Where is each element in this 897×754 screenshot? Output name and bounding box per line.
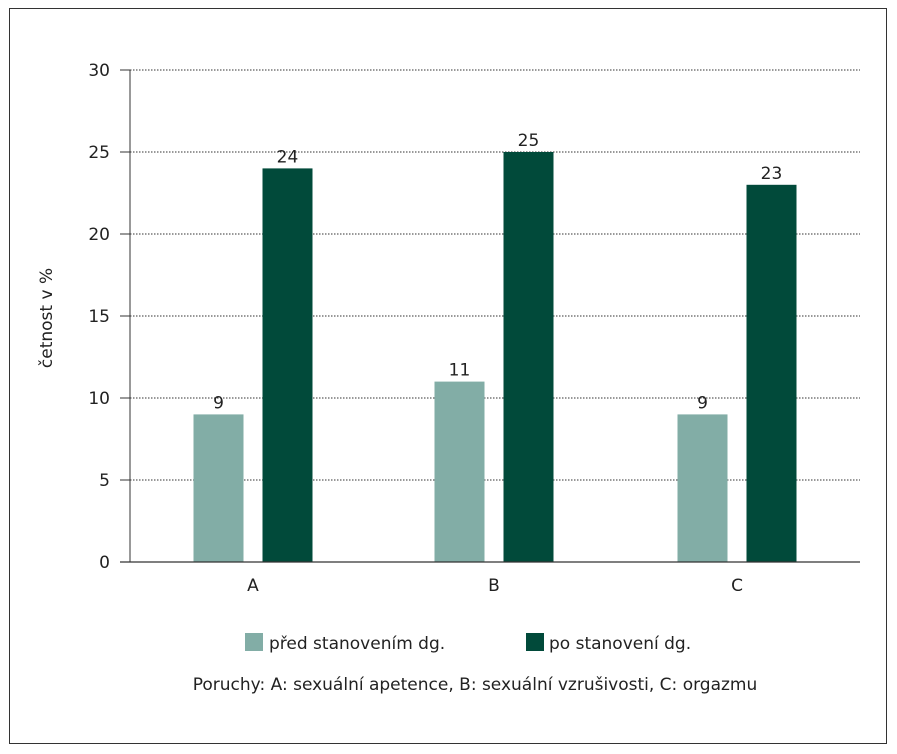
y-tick-label: 25 xyxy=(88,143,110,163)
legend: před stanovením dg. po stanovení dg. xyxy=(245,633,691,654)
data-label: 11 xyxy=(449,361,471,381)
chart-frame xyxy=(9,8,887,744)
data-label: 25 xyxy=(518,131,540,151)
x-tick-label: C xyxy=(731,576,743,596)
data-label: 23 xyxy=(761,164,783,184)
legend-swatch xyxy=(245,633,263,651)
y-tick-label: 5 xyxy=(99,471,110,491)
y-tick-label: 15 xyxy=(88,307,110,327)
bar xyxy=(503,152,554,562)
x-tick-label: B xyxy=(488,576,500,596)
bar xyxy=(193,414,244,562)
data-label: 9 xyxy=(697,393,708,413)
bar xyxy=(262,168,313,562)
data-label: 24 xyxy=(277,147,299,167)
legend-label: po stanovení dg. xyxy=(549,634,691,654)
y-axis-label: četnost v % xyxy=(37,268,57,368)
legend-label: před stanovením dg. xyxy=(269,634,445,654)
y-axis: 0 5 10 15 20 25 30 xyxy=(88,61,131,573)
legend-swatch xyxy=(526,633,544,651)
x-tick-label: A xyxy=(247,576,259,596)
y-tick-label: 10 xyxy=(88,389,110,409)
y-tick-label: 30 xyxy=(88,61,110,81)
chart-footnote: Poruchy: A: sexuální apetence, B: sexuál… xyxy=(193,675,758,695)
x-axis: A B C xyxy=(120,561,860,596)
bar xyxy=(746,184,797,563)
data-label: 9 xyxy=(213,393,224,413)
y-tick-label: 20 xyxy=(88,225,110,245)
bar xyxy=(434,381,485,562)
y-tick-label: 0 xyxy=(99,553,110,573)
bar xyxy=(677,414,728,562)
bars: 9 24 11 25 9 23 xyxy=(193,131,797,563)
